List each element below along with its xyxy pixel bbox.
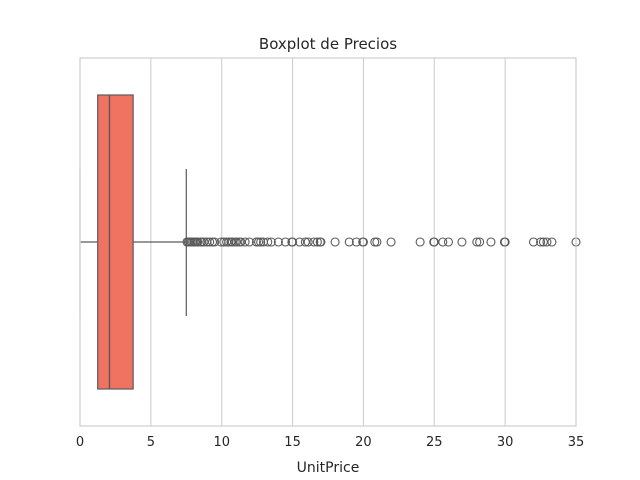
outlier-point <box>415 237 425 247</box>
spine-layer <box>79 57 577 427</box>
iqr-box <box>97 94 134 390</box>
outlier-point <box>351 237 361 247</box>
outlier-point <box>330 237 340 247</box>
outlier-point <box>303 237 313 247</box>
outlier-point <box>312 237 322 247</box>
outlier-point <box>500 237 510 247</box>
outlier-point <box>457 237 467 247</box>
outlier-point <box>273 237 283 247</box>
outlier-point <box>475 237 485 247</box>
x-tick-label: 25 <box>426 435 443 450</box>
outlier-point <box>472 237 482 247</box>
outlier-point <box>344 237 354 247</box>
x-tick-label: 10 <box>213 435 230 450</box>
outlier-layer <box>182 237 581 247</box>
x-tick-label: 0 <box>76 435 84 450</box>
outlier-point <box>542 237 552 247</box>
tick-layer: 0 5 10 15 20 25 30 35 <box>76 435 584 450</box>
outlier-point <box>443 237 454 247</box>
outlier-point <box>316 237 326 247</box>
x-tick-label: 20 <box>355 435 372 450</box>
outlier-point <box>547 237 557 247</box>
outlier-point <box>263 237 273 247</box>
x-tick-label: 5 <box>147 435 155 450</box>
x-tick-label: 15 <box>284 435 301 450</box>
x-axis-label: UnitPrice <box>297 460 360 476</box>
outlier-point <box>205 237 215 247</box>
outlier-point <box>372 237 382 247</box>
chart-title: Boxplot de Precios <box>259 35 397 53</box>
x-tick-label: 35 <box>568 435 585 450</box>
outlier-point <box>358 237 368 247</box>
grid-layer <box>79 58 577 426</box>
outlier-point <box>256 237 266 247</box>
outlier-point <box>528 237 539 247</box>
outlier-point <box>244 237 254 247</box>
outlier-point <box>486 237 496 247</box>
outlier-point <box>386 237 396 247</box>
outlier-point <box>266 237 276 247</box>
outlier-point <box>536 237 546 247</box>
box-layer <box>79 94 187 390</box>
plot-frame <box>79 57 577 427</box>
outlier-point <box>309 237 319 247</box>
outlier-point <box>288 237 298 247</box>
outlier-point <box>210 237 220 247</box>
outlier-point <box>193 237 203 247</box>
outlier-point <box>240 237 250 247</box>
x-tick-label: 30 <box>497 435 514 450</box>
outlier-point <box>438 237 448 247</box>
outlier-point <box>280 237 291 247</box>
